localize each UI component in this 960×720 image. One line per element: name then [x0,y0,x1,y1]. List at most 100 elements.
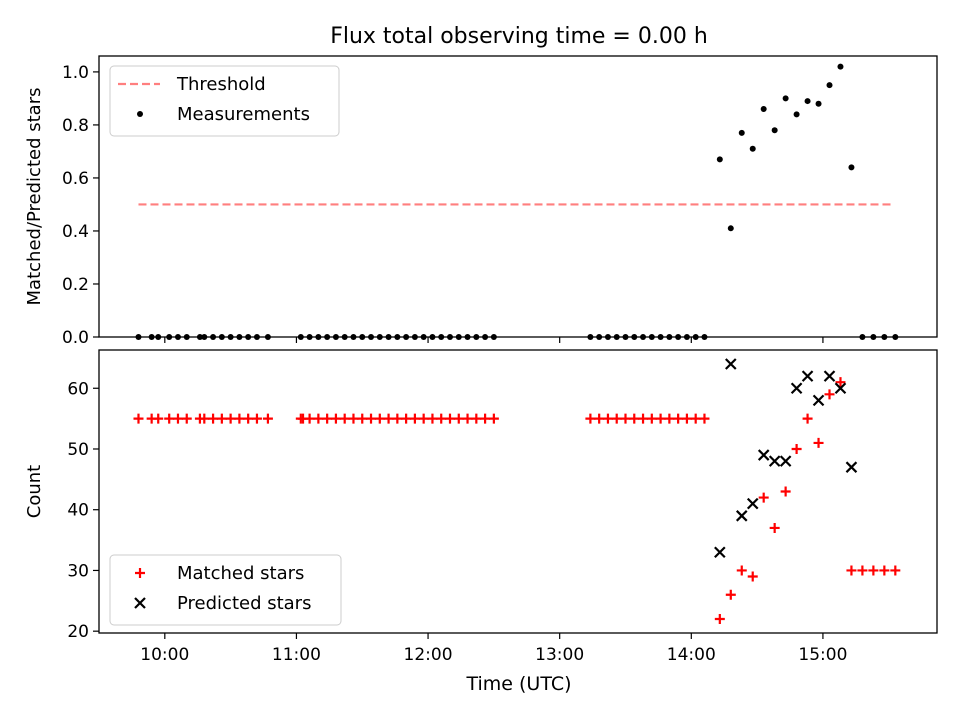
measurement-point [760,106,767,113]
measurement-point [245,334,252,340]
matched-star-point [462,413,473,424]
measurement-point [218,334,225,340]
legend-label: Predicted stars [177,593,311,614]
y-axis-label: Count [24,465,45,518]
predicted-star-point [845,461,858,473]
measurement-point [253,334,260,340]
measurement-point [174,334,181,340]
matched-star-point [868,565,879,576]
legend-swatch-measurements [137,111,143,117]
matched-star-point [699,413,710,424]
y-tick-label: 20 [67,622,89,642]
chart-title: Flux total observing time = 0.00 h [330,24,708,49]
matched-star-point [813,437,824,448]
matched-star-point [153,413,164,424]
measurement-point [394,334,401,340]
matched-star-point [330,413,341,424]
measurement-point [306,334,313,340]
matched-star-point [234,413,245,424]
matched-star-point [357,413,368,424]
measurement-point [166,334,173,340]
axes-frame [98,349,938,634]
matched-star-point [208,413,219,424]
matched-star-point [585,413,596,424]
measurement-point [793,111,800,118]
matched-star-point [594,413,605,424]
legend-label: Matched stars [177,563,304,584]
matched-star-point [747,571,758,582]
measurement-point [324,334,331,340]
measurement-point [376,334,383,340]
matched-star-point [736,565,747,576]
y-axis-label: Matched/Predicted stars [24,88,45,306]
matched-star-point [791,443,802,454]
matched-star-point [436,413,447,424]
matched-star-point [401,413,412,424]
predicted-star-point [834,382,847,395]
measurement-point [631,334,638,340]
measurement-point [848,164,855,171]
predicted-star-point [735,510,748,522]
matched-star-point [725,589,736,600]
measurement-point [716,156,723,163]
measurement-point [455,334,462,340]
matched-star-point [409,413,420,424]
measurement-point [446,334,453,340]
y-tick-label: 0.8 [62,116,89,136]
predicted-star-point [725,358,737,370]
measurement-point [892,334,899,340]
measurement-point [183,334,190,340]
matched-star-point [164,413,175,424]
measurement-point [201,334,208,340]
measurement-point [666,334,673,340]
predicted-star-point [714,546,726,559]
measurement-point [692,334,699,340]
y-tick-label: 0.2 [62,275,89,295]
matched-star-point [418,413,429,424]
matched-star-point [216,413,227,424]
measurement-point [613,334,620,340]
matched-star-point [655,413,666,424]
matched-star-point [629,413,640,424]
x-tick-label: 15:00 [798,645,847,665]
legend: Matched stars Predicted stars [109,554,342,626]
measurement-point [135,334,142,340]
predicted-star-point [779,455,792,467]
bottom-panel-counts: 20 30 40 50 60 10:00 11:00 12:00 13:00 14:00 15:00… [24,349,938,665]
measurement-point [683,334,690,340]
matched-star-point [835,377,846,388]
matched-star-point [620,413,631,424]
x-tick-label: 10:00 [140,645,189,665]
matched-star-point [646,413,657,424]
measurement-point [648,334,655,340]
measurement-point [604,334,611,340]
legend-swatch-predicted [134,597,146,609]
predicted-star-point [768,455,781,467]
matched-star-point [471,413,482,424]
measurement-point [350,334,357,340]
measurement-point [870,334,877,340]
x-tick-label: 12:00 [404,645,453,665]
measurement-point [482,334,489,340]
measurement-point [359,334,366,340]
measurement-point [438,334,445,340]
measurement-point [804,98,811,105]
matched-star-point [172,413,183,424]
predicted-star-point [790,382,803,395]
matched-star-point [602,413,613,424]
predicted-star-point [801,370,814,382]
predicted-star-point [757,449,770,461]
matched-star-point [758,492,769,503]
measurement-point [429,334,436,340]
matched-star-point [673,413,684,424]
measurement-point [701,334,708,340]
matched-star-point [304,413,315,424]
matched-star-point [802,413,813,424]
y-tick-label: 30 [67,561,89,581]
matched-star-point [444,413,455,424]
matched-star-point [638,413,649,424]
legend-label: Threshold [176,74,266,95]
matched-star-point [879,565,890,576]
